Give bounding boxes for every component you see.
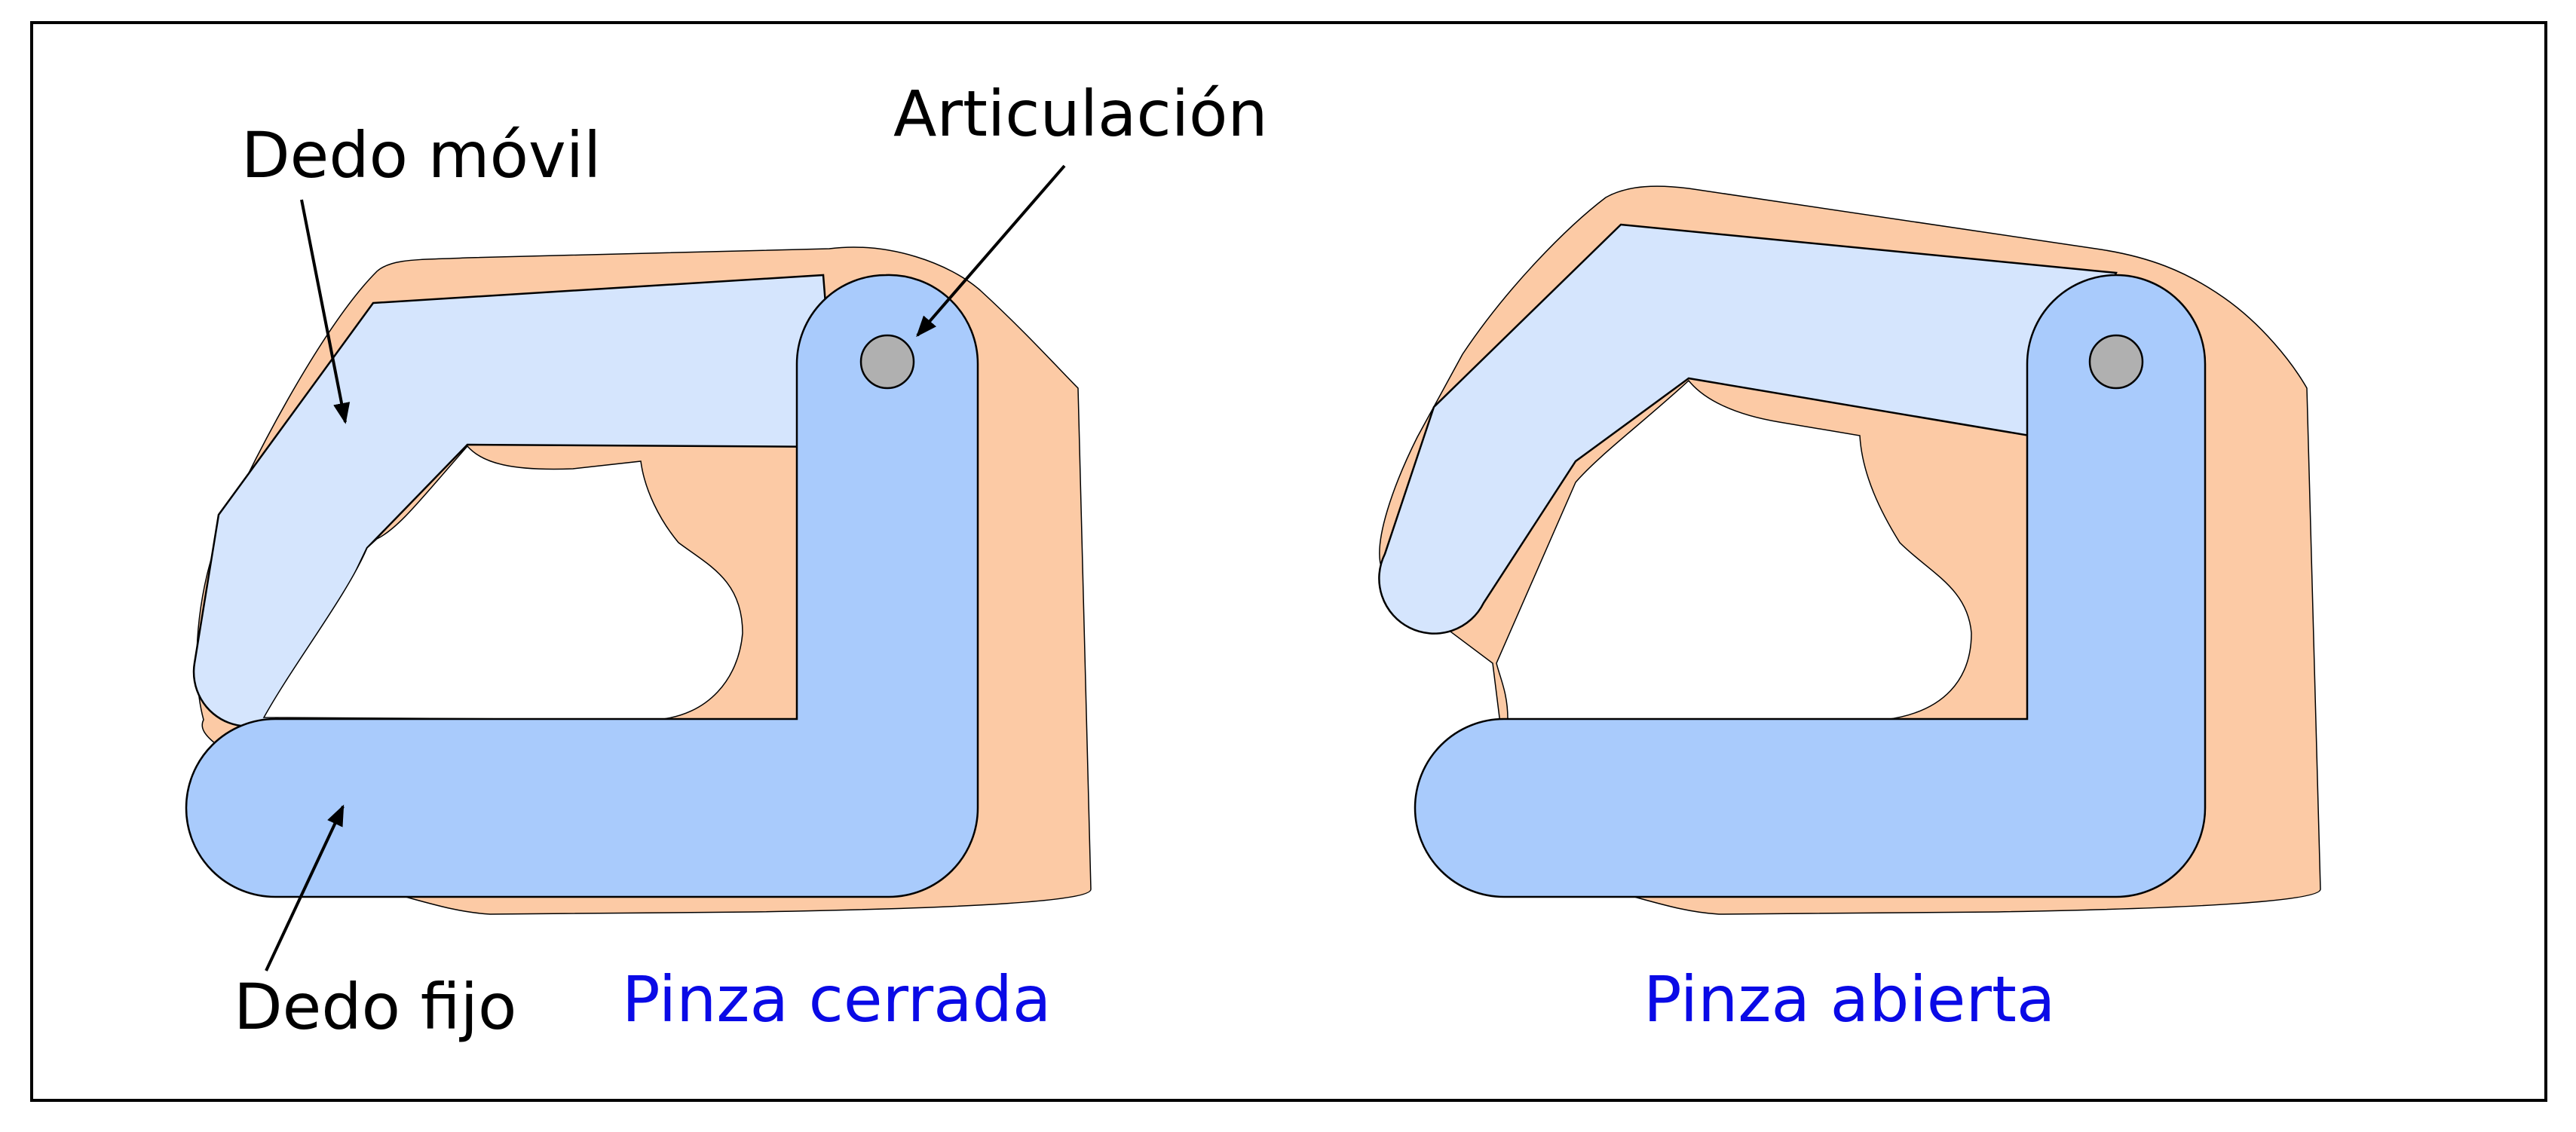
moving-finger-label: Dedo móvil	[241, 118, 601, 192]
closed-pivot-pin	[859, 334, 915, 390]
closed-palm-gap	[262, 445, 743, 721]
open-pivot-pin	[2088, 334, 2144, 390]
diagram-frame	[30, 21, 2547, 1102]
open-fixed-finger	[1414, 274, 2207, 898]
joint-leader	[916, 164, 1066, 338]
open-moving-finger	[1378, 223, 2118, 635]
closed-gripper	[185, 246, 1092, 915]
joint-label: Articulación	[893, 77, 1268, 151]
open-gripper-caption: Pinza abierta	[1643, 962, 2055, 1036]
fixed-finger-leader	[265, 804, 345, 971]
closed-gripper-caption: Pinza cerrada	[622, 962, 1051, 1036]
open-palm-gap	[1496, 379, 1972, 721]
fixed-finger-label: Dedo fijo	[234, 970, 516, 1044]
open-gripper	[1378, 185, 2321, 915]
moving-finger-leader	[300, 199, 351, 424]
closed-fixed-finger	[185, 274, 979, 898]
